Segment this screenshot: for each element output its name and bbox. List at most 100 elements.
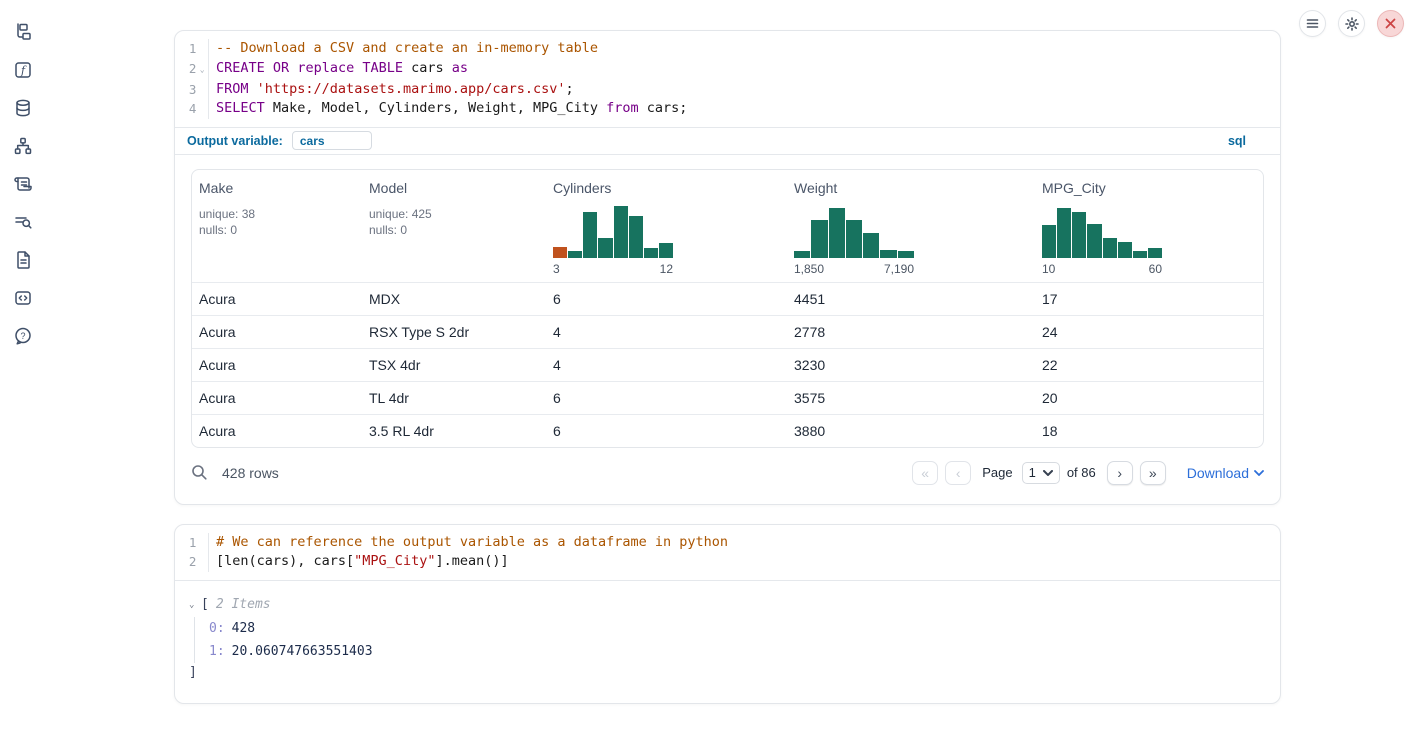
table-search-button[interactable] — [191, 464, 208, 481]
fold-caret-empty — [196, 39, 208, 59]
code-line: 3 FROM 'https://datasets.marimo.app/cars.… — [175, 79, 1280, 99]
token-keyword: OR — [272, 59, 290, 76]
sidebar-item-dependency-graph[interactable] — [11, 134, 35, 158]
column-header[interactable]: Model unique: 425 nulls: 0 — [362, 180, 546, 276]
hist-bar[interactable] — [613, 205, 628, 258]
hist-bar[interactable] — [643, 247, 658, 258]
column-header[interactable]: MPG_City 10 60 — [1035, 180, 1263, 276]
hist-bar[interactable] — [880, 249, 897, 258]
close-button[interactable] — [1377, 10, 1404, 37]
hist-bar[interactable] — [794, 250, 811, 258]
code-text: SELECT Make, Model, Cylinders, Weight, M… — [209, 99, 687, 119]
sidebar: f ? — [0, 0, 46, 348]
table-cell: Acura — [199, 290, 236, 307]
logs-icon — [15, 217, 32, 229]
fold-caret-icon[interactable]: ⌄ — [199, 64, 205, 74]
gutter: 2 — [175, 552, 209, 572]
download-label: Download — [1186, 464, 1249, 481]
page-total: of 86 — [1066, 465, 1096, 480]
python-code-editor[interactable]: 1 # We can reference the output variable … — [175, 525, 1280, 580]
sidebar-item-datasources[interactable] — [11, 96, 35, 120]
code-line: 1 # We can reference the output variable … — [175, 532, 1280, 553]
sidebar-item-scratchpad[interactable] — [11, 172, 35, 196]
hist-bar[interactable] — [897, 250, 914, 258]
menu-button[interactable] — [1299, 10, 1326, 37]
hist-bar[interactable] — [1147, 247, 1162, 258]
code-text: # We can reference the output variable a… — [209, 533, 728, 553]
first-page-button[interactable]: « — [912, 460, 939, 485]
table-cell: 20 — [1042, 389, 1058, 406]
table-row[interactable]: Acura 3.5 RL 4dr 6 3880 18 — [192, 413, 1263, 447]
hist-bar[interactable] — [598, 237, 613, 258]
histogram-bars — [553, 205, 673, 258]
next-page-button[interactable]: › — [1106, 460, 1133, 485]
column-name: Weight — [794, 179, 838, 196]
output-variable-input[interactable] — [291, 131, 372, 150]
fold-caret-empty — [196, 99, 208, 119]
prev-page-button[interactable]: ‹ — [945, 460, 972, 485]
hamburger-icon — [1306, 19, 1319, 28]
sidebar-item-variables[interactable]: f — [11, 58, 35, 82]
table-row[interactable]: Acura TSX 4dr 4 3230 22 — [192, 347, 1263, 381]
hist-bar[interactable] — [1072, 211, 1087, 258]
hist-bar[interactable] — [1057, 207, 1072, 258]
table-cell: 4 — [553, 323, 561, 340]
settings-button[interactable] — [1338, 10, 1365, 37]
hist-bar[interactable] — [553, 246, 568, 258]
hist-min-label: 10 — [1042, 261, 1056, 276]
row-count: 428 rows — [222, 464, 279, 481]
hist-bar[interactable] — [1102, 237, 1117, 258]
sql-code-editor[interactable]: 1 -- Download a CSV and create an in-memo… — [175, 31, 1280, 127]
hist-bar[interactable] — [628, 215, 643, 258]
hist-bar[interactable] — [845, 219, 863, 258]
column-stat: nulls: 0 — [369, 222, 408, 237]
column-header[interactable]: Make unique: 38 nulls: 0 — [192, 180, 362, 276]
hist-bar[interactable] — [1087, 223, 1102, 258]
last-page-button[interactable]: » — [1139, 460, 1166, 485]
sidebar-item-logs[interactable] — [11, 210, 35, 234]
table-row[interactable]: Acura MDX 6 4451 17 — [192, 281, 1263, 315]
variables-icon: f — [15, 62, 31, 78]
histogram-bars — [1042, 206, 1162, 258]
close-icon — [1385, 18, 1396, 29]
table-row[interactable]: Acura RSX Type S 2dr 4 2778 24 — [192, 314, 1263, 348]
table-row[interactable]: Acura TL 4dr 6 3575 20 — [192, 380, 1263, 414]
token-plain: [len(cars), cars[ — [216, 553, 355, 569]
table-header: Make unique: 38 nulls: 0 Model unique: 425 nu… — [192, 170, 1263, 282]
tree-collapse-caret-icon[interactable]: ⌄ — [189, 599, 195, 610]
column-name: Cylinders — [553, 179, 612, 196]
fold-caret-empty — [196, 552, 208, 572]
code-text: -- Download a CSV and create an in-memor… — [209, 39, 598, 59]
fold-caret-empty — [196, 533, 208, 553]
hist-bar[interactable] — [1132, 251, 1147, 258]
hist-bar[interactable] — [828, 207, 845, 258]
table-cell: RSX Type S 2dr — [369, 323, 470, 340]
column-header[interactable]: Cylinders 3 12 — [546, 180, 787, 276]
sidebar-item-help[interactable]: ? — [11, 324, 35, 348]
code-line: 2 ⌄ CREATE OR replace TABLE cars as — [175, 58, 1280, 80]
table-cell: Acura — [199, 422, 236, 439]
hist-min-label: 3 — [553, 261, 560, 276]
sidebar-item-snippets[interactable] — [11, 248, 35, 272]
token-plain: ].mean()] — [435, 553, 509, 569]
line-number: 1 — [188, 534, 197, 550]
table-cell: 3230 — [794, 356, 826, 373]
table-cell: 3880 — [794, 422, 826, 439]
hist-bar[interactable] — [863, 232, 880, 258]
hist-bar[interactable] — [1117, 241, 1132, 258]
data-table: Make unique: 38 nulls: 0 Model unique: 425 nu… — [191, 168, 1264, 448]
code-line: 1 -- Download a CSV and create an in-memo… — [175, 39, 1280, 59]
hist-bar[interactable] — [811, 219, 828, 258]
page-select[interactable]: 1 — [1021, 461, 1060, 484]
sidebar-item-code-output[interactable] — [11, 286, 35, 310]
gear-icon — [1344, 16, 1359, 31]
hist-bar[interactable] — [568, 251, 583, 258]
hist-bar[interactable] — [1042, 225, 1057, 258]
download-button[interactable]: Download — [1187, 465, 1264, 481]
sidebar-item-file-explorer[interactable] — [11, 20, 35, 44]
gutter: 1 — [175, 39, 209, 59]
hist-bar[interactable] — [658, 243, 673, 258]
table-cell: 4451 — [794, 290, 826, 307]
column-header[interactable]: Weight 1,850 7,190 — [787, 180, 1035, 276]
hist-bar[interactable] — [583, 212, 598, 258]
